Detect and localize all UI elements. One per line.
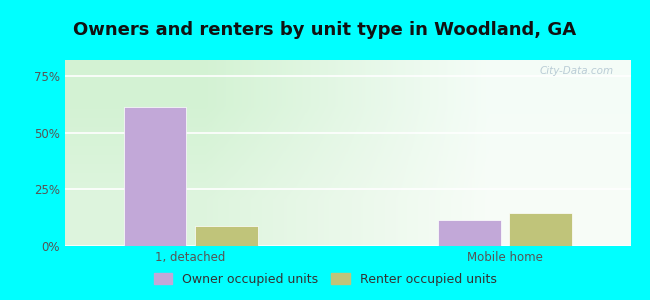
Legend: Owner occupied units, Renter occupied units: Owner occupied units, Renter occupied un… bbox=[148, 268, 502, 291]
Bar bbox=[509, 213, 572, 246]
Bar bbox=[124, 106, 187, 246]
Bar bbox=[195, 226, 257, 246]
Bar bbox=[438, 220, 500, 246]
Text: Owners and renters by unit type in Woodland, GA: Owners and renters by unit type in Woodl… bbox=[73, 21, 577, 39]
Text: City-Data.com: City-Data.com bbox=[540, 66, 614, 76]
